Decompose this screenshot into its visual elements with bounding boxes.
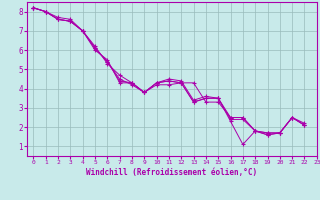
X-axis label: Windchill (Refroidissement éolien,°C): Windchill (Refroidissement éolien,°C): [86, 168, 258, 177]
